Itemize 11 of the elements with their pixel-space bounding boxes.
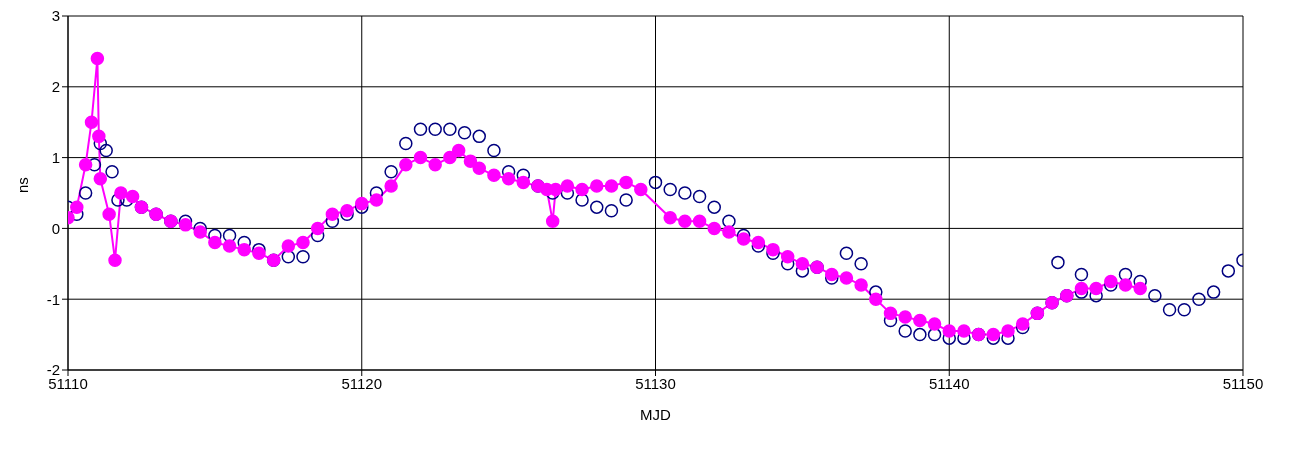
y-tick-label: 3 — [51, 7, 60, 25]
y-axis-title: ns — [14, 177, 32, 193]
x-tick-label: 51120 — [341, 374, 383, 392]
x-tick-label: 51150 — [1222, 374, 1264, 392]
x-axis-title: MJD — [640, 406, 672, 423]
y-tick-label: -1 — [46, 290, 60, 308]
y-tick-label: 0 — [51, 219, 60, 237]
y-tick-label: 1 — [51, 148, 60, 166]
x-tick-label: 51140 — [928, 374, 970, 392]
x-tick-label: 51130 — [635, 374, 676, 392]
y-tick-label: 2 — [51, 78, 60, 96]
